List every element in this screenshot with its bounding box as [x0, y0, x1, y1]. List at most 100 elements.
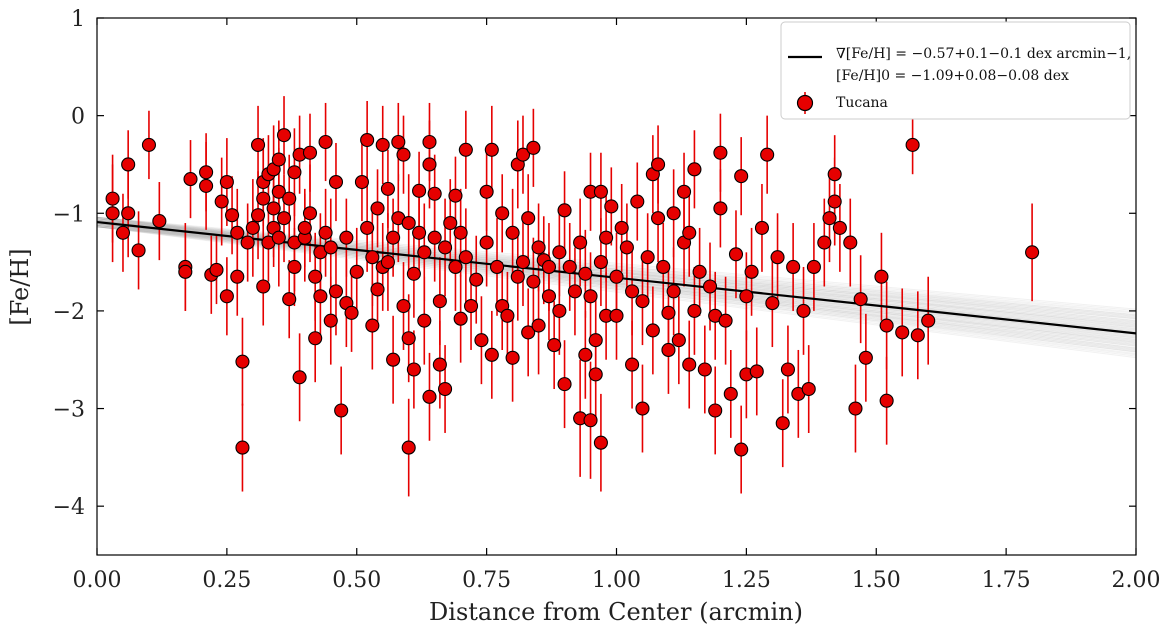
data-point — [225, 208, 240, 223]
data-point — [531, 240, 546, 255]
data-point — [463, 298, 479, 314]
data-point — [760, 147, 775, 162]
data-point — [651, 211, 666, 226]
data-point — [910, 328, 925, 343]
data-point — [895, 325, 910, 340]
data-point — [386, 352, 401, 367]
data-point — [718, 313, 733, 328]
data-point — [599, 230, 614, 245]
data-point — [702, 279, 718, 294]
data-point — [152, 214, 167, 229]
data-point — [219, 174, 234, 190]
data-point — [427, 230, 442, 245]
legend-box — [780, 21, 1131, 120]
data-point — [666, 206, 681, 221]
legend: ∇[Fe/H] = −0.57+0.1−0.1 dex arcmin−1, [F… — [780, 21, 1131, 120]
data-point — [552, 245, 567, 260]
data-point — [199, 178, 214, 193]
data-point — [370, 282, 385, 297]
data-point — [412, 183, 427, 198]
data-point — [609, 308, 624, 323]
data-point — [765, 296, 780, 311]
data-point — [334, 403, 349, 418]
y-tick-label: −1 — [53, 202, 85, 227]
data-point — [515, 147, 531, 162]
data-point — [578, 266, 593, 281]
y-tick-label: −3 — [53, 398, 85, 423]
data-point — [458, 250, 473, 265]
data-point — [604, 199, 619, 214]
data-point — [121, 157, 136, 172]
data-point — [609, 269, 624, 284]
data-point — [448, 188, 463, 203]
data-point — [739, 289, 754, 304]
legend-fit-intercept: [Fe/H]0 = −1.09+0.08−0.08 dex — [836, 68, 1069, 84]
data-point — [308, 331, 323, 346]
data-point — [313, 289, 328, 304]
data-point — [588, 333, 603, 348]
data-point — [666, 284, 681, 299]
data-point — [541, 289, 557, 304]
data-point — [547, 338, 562, 353]
data-point — [365, 318, 380, 333]
data-point — [308, 269, 323, 284]
data-point — [521, 211, 536, 226]
data-point — [230, 269, 245, 284]
data-point — [302, 145, 318, 160]
data-point — [282, 191, 297, 206]
data-point — [775, 416, 790, 431]
data-point — [380, 181, 395, 196]
y-tick-label: −2 — [53, 300, 85, 325]
data-point — [354, 174, 369, 190]
data-point — [271, 152, 286, 167]
data-point — [827, 194, 842, 209]
data-point — [593, 435, 608, 450]
data-point — [521, 325, 536, 340]
data-point — [401, 440, 416, 455]
data-point — [671, 333, 686, 348]
data-point — [635, 401, 650, 416]
data-point — [552, 303, 567, 318]
data-point — [557, 203, 572, 218]
data-point — [578, 347, 593, 362]
data-point — [645, 323, 660, 338]
data-point — [879, 318, 894, 333]
data-point — [770, 250, 785, 265]
y-tick-label: 1 — [71, 7, 85, 32]
data-point — [276, 211, 292, 226]
data-point — [567, 284, 582, 299]
data-point — [199, 165, 214, 180]
x-tick-label: 0.00 — [73, 568, 122, 593]
x-tick-label: 1.50 — [852, 568, 901, 593]
data-point — [484, 347, 499, 362]
data-point — [323, 240, 338, 255]
data-point — [344, 305, 359, 320]
data-point — [661, 305, 676, 320]
x-tick-label: 0.50 — [332, 568, 381, 593]
data-point — [619, 240, 634, 255]
y-axis: 1 0 −1 −2 −3 −4 — [53, 7, 1136, 520]
data-point — [661, 342, 676, 358]
data-point — [422, 389, 437, 404]
data-point — [131, 243, 146, 258]
x-axis: 0.00 0.25 0.50 0.75 1.00 1.25 1.50 1.75 2.00 — [73, 18, 1160, 593]
data-point — [515, 255, 531, 270]
data-point — [796, 303, 811, 318]
data-point — [505, 225, 520, 240]
data-point — [401, 331, 416, 346]
data-point — [448, 259, 463, 275]
data-point — [375, 137, 390, 152]
data-point — [827, 167, 842, 182]
data-point — [734, 169, 749, 184]
data-point — [292, 370, 307, 385]
data-point — [240, 235, 255, 250]
data-point — [853, 292, 868, 307]
data-point — [1025, 245, 1040, 260]
data-point — [682, 225, 697, 240]
data-point — [583, 289, 598, 304]
data-points — [105, 128, 1040, 457]
data-point — [749, 364, 764, 379]
data-point — [625, 357, 640, 372]
data-point — [557, 377, 572, 392]
